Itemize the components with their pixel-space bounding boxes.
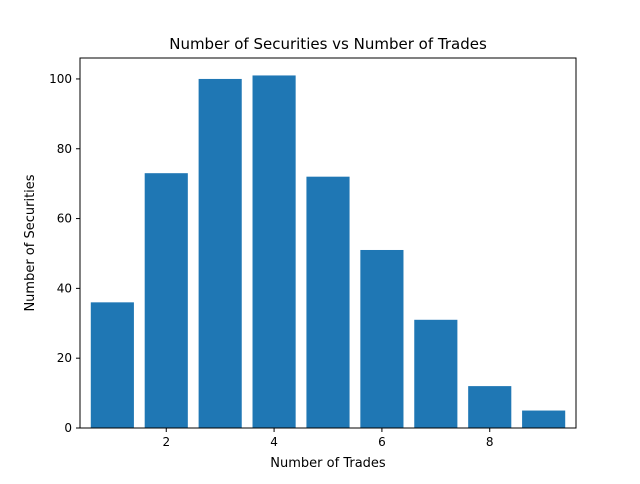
- x-tick-label: 2: [162, 435, 170, 449]
- bar-7: [414, 319, 458, 428]
- y-axis-label: Number of Securities: [23, 174, 38, 311]
- x-axis-label: Number of Trades: [270, 456, 386, 471]
- bar-3: [198, 78, 242, 429]
- chart-title: Number of Securities vs Number of Trades: [169, 35, 487, 53]
- y-tick-label: 40: [57, 281, 72, 295]
- bar-8: [468, 386, 512, 428]
- x-tick-label: 8: [486, 435, 494, 449]
- y-tick-label: 60: [57, 212, 72, 226]
- x-axis-ticks: 2 4 6 8: [162, 428, 494, 449]
- plot-frame: [79, 57, 577, 429]
- bar-9: [522, 410, 566, 428]
- y-tick-label: 80: [57, 142, 72, 156]
- bars-group: [90, 75, 566, 429]
- y-tick-label: 0: [64, 421, 72, 435]
- bar-6: [360, 249, 404, 428]
- x-tick-label: 6: [378, 435, 386, 449]
- y-tick-label: 20: [57, 351, 72, 365]
- bar-5: [306, 176, 350, 428]
- bar-4: [252, 75, 296, 429]
- bar-2: [144, 173, 188, 428]
- y-tick-label: 100: [49, 72, 72, 86]
- x-tick-label: 4: [270, 435, 278, 449]
- y-axis-ticks: 0 20 40 60 80 100: [49, 72, 80, 435]
- bar-1: [90, 302, 134, 428]
